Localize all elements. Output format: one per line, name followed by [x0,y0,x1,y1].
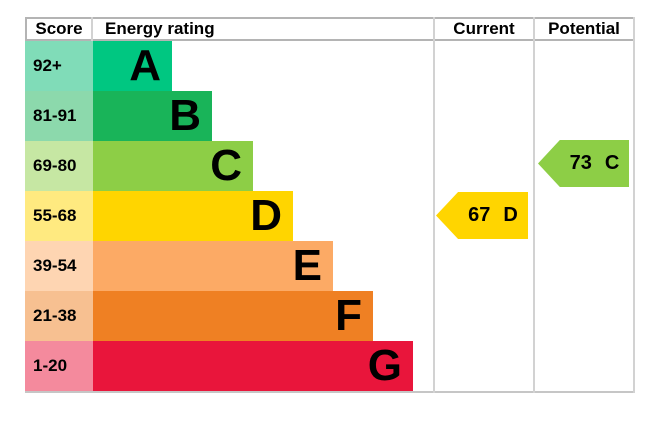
band-bar: G [93,341,413,391]
band-bar: D [93,191,293,241]
band-row-f: 21-38 F [25,291,433,341]
band-score-range: 1-20 [25,341,93,391]
potential-rating-value: 73 [569,152,592,174]
band-letter: B [169,91,201,140]
grid-line-bottom [25,391,635,393]
band-score-range: 39-54 [25,241,93,291]
band-row-b: 81-91 B [25,91,433,141]
band-bar: C [93,141,253,191]
grid-line-right [633,17,635,393]
potential-column-header: Potential [548,19,620,38]
current-rating-arrow: 67 D [436,192,528,239]
band-bar: A [93,41,172,91]
grid-line-score-divider [91,17,93,41]
band-row-g: 1-20 G [25,341,433,391]
current-column-header: Current [453,19,515,38]
band-bar: E [93,241,333,291]
grid-line-header-bottom [25,39,635,41]
band-letter: G [367,341,402,390]
band-row-c: 69-80 C [25,141,433,191]
band-letter: C [210,141,242,190]
current-rating-letter: D [503,204,518,226]
band-row-e: 39-54 E [25,241,433,291]
band-row-a: 92+ A [25,41,433,91]
band-score-range: 69-80 [25,141,93,191]
band-letter: D [250,191,282,240]
band-letter: E [292,241,322,290]
grid-line-top [25,17,635,19]
score-column-header: Score [35,19,83,38]
potential-rating-letter: C [604,152,620,174]
band-bar: B [93,91,212,141]
band-score-range: 55-68 [25,191,93,241]
current-rating-value: 67 [468,204,491,226]
band-score-range: 21-38 [25,291,93,341]
grid-line-current-divider [433,17,435,393]
grid-line-left [25,17,27,41]
band-letter: F [335,291,362,340]
band-row-d: 55-68 D [25,191,433,241]
band-score-range: 81-91 [25,91,93,141]
band-letter: A [129,41,161,90]
energy-rating-bands: 92+ A 81-91 B 69-80 C 55-68 D 39-54 [25,41,433,391]
grid-line-potential-divider [533,17,535,393]
energy-rating-column-header: Energy rating [105,19,215,38]
potential-rating-arrow: 73 C [538,140,629,187]
band-score-range: 92+ [25,41,93,91]
band-bar: F [93,291,373,341]
